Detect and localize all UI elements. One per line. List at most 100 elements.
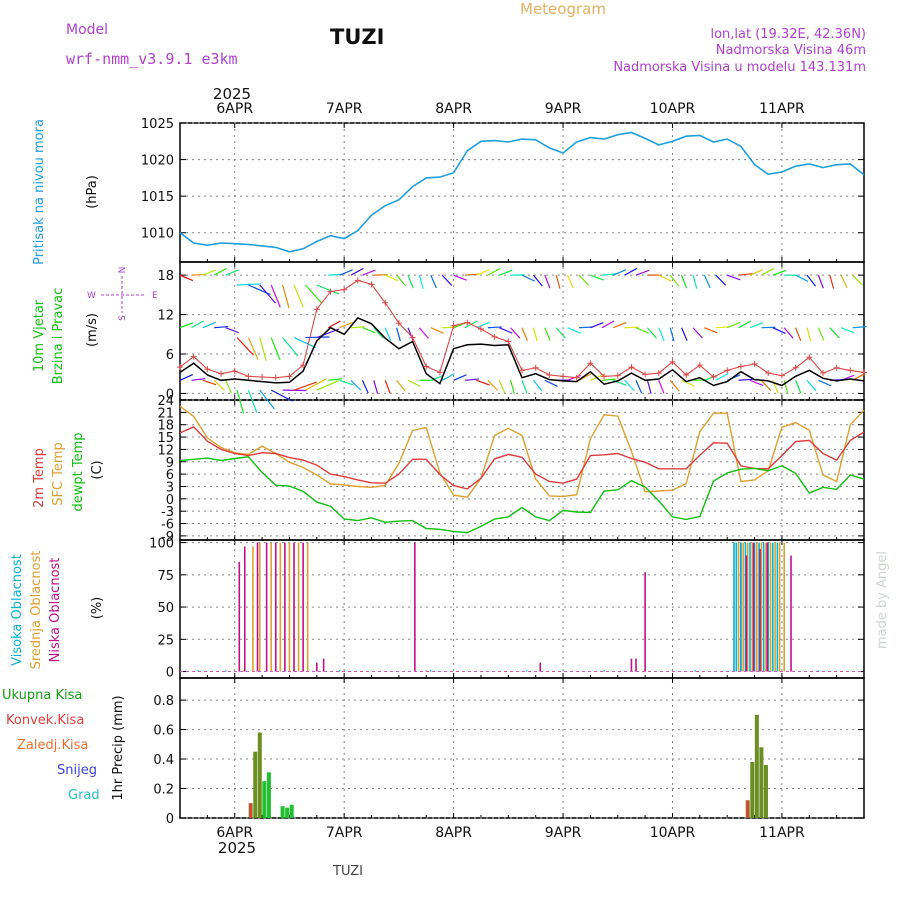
wind-barb <box>602 321 614 328</box>
precip-bar-total <box>267 772 271 818</box>
wind-gust-marker <box>273 375 279 381</box>
compass-e: E <box>152 291 158 301</box>
wind-barb <box>568 328 581 333</box>
wind-barb <box>214 380 224 390</box>
temp-title-2m: 2m Temp <box>32 448 47 508</box>
wind-barb <box>853 275 863 285</box>
wind-barb <box>556 275 560 288</box>
wind-barb <box>488 268 500 275</box>
wind-barb <box>248 338 258 360</box>
cloud-title-mid: Srednja Oblacnost <box>29 551 44 670</box>
wind-barb <box>283 285 289 308</box>
pressure-y-tick-label: 1010 <box>141 227 174 242</box>
precip-bar-total <box>262 781 266 818</box>
pressure-line <box>180 133 864 252</box>
wind-barb <box>226 380 232 393</box>
wind-barb <box>636 328 649 334</box>
wind-barb <box>727 275 740 280</box>
x-tick-bottom-11APR: 11APR <box>759 825 805 841</box>
series-layer <box>177 133 867 819</box>
precip-y-tick-label: 0.8 <box>153 694 174 709</box>
x-tick-top-9APR: 9APR <box>545 101 582 117</box>
wind-barb <box>533 328 537 341</box>
wind-barb <box>533 380 542 391</box>
cloud-title-high: Visoka Oblacnost <box>10 554 25 666</box>
wind-gust-marker <box>245 373 251 379</box>
wind-barb <box>796 328 801 341</box>
wind-gust-marker <box>724 367 730 373</box>
temp-ylabel: (C) <box>90 460 105 479</box>
x-tick-top-11APR: 11APR <box>759 101 805 117</box>
wind-barb <box>203 270 216 275</box>
wind-barb <box>659 380 664 393</box>
wind-barb <box>522 380 527 393</box>
wind-barb <box>545 275 550 288</box>
wind-barb <box>431 328 444 334</box>
wind-barb <box>636 380 642 393</box>
precip-ylabel: 1hr Precip (mm) <box>111 695 126 800</box>
wind-barb <box>271 285 280 307</box>
wind-gust-marker <box>218 371 224 377</box>
wind-gust-marker <box>738 363 744 369</box>
wind-gust-marker <box>642 371 648 377</box>
location-title: TUZI <box>330 25 384 49</box>
wind-barb <box>226 328 239 333</box>
wind-barb <box>796 275 808 281</box>
model-name: wrf-nmm_v3.9.1 e3km <box>66 50 238 68</box>
clouds-y-tick-label: 0 <box>166 666 174 681</box>
wind-barb <box>704 328 717 333</box>
altitude: Nadmorska Visina 46m <box>716 43 866 58</box>
precip-bar-conv <box>249 803 252 818</box>
wind-barb <box>214 268 226 275</box>
wind-barb <box>522 328 527 341</box>
wind-barb <box>830 275 834 288</box>
wind-barb <box>499 328 512 333</box>
wind-barb <box>191 321 203 328</box>
wind-gust-marker <box>628 364 634 370</box>
wind-barb <box>796 380 801 393</box>
wind-barb <box>750 323 763 328</box>
year-label-bottom: 2025 <box>218 839 256 857</box>
wind-barb <box>419 328 428 339</box>
wind-barb <box>659 275 672 281</box>
wind-barb <box>397 380 406 391</box>
wind-gust-marker <box>341 287 347 293</box>
wind-barb <box>807 328 811 341</box>
wind-barb <box>670 275 679 286</box>
wind-barb <box>750 270 763 276</box>
precip-bar-total <box>290 805 294 818</box>
precip-bar-total <box>281 806 285 818</box>
x-tick-bottom-10APR: 10APR <box>650 825 696 841</box>
wind-gust-marker <box>533 365 539 371</box>
wind-barb <box>545 380 558 386</box>
wind-barb <box>750 380 763 385</box>
wind-gust-marker <box>464 319 470 325</box>
wind-gust-marker <box>847 367 853 373</box>
precip-y-tick-label: 0.4 <box>153 753 174 768</box>
wind-y-tick-label: 6 <box>166 348 174 363</box>
wind-barb <box>362 270 375 275</box>
wind-barb <box>203 322 216 327</box>
wind-barb <box>807 380 816 391</box>
legend-conv-precip: Konvek.Kisa <box>6 713 84 728</box>
x-tick-top-8APR: 8APR <box>435 101 472 117</box>
temperature-y-tick-label: 24 <box>157 394 174 409</box>
legend-total-precip: Ukupna Kisa <box>2 688 82 703</box>
legend-hail: Grad <box>68 788 100 803</box>
wind-barb <box>818 328 824 341</box>
wind-y-tick-label: 18 <box>157 269 174 284</box>
legend-frozen-precip: Zaledj.Kisa <box>17 738 88 753</box>
wind-gust-marker <box>437 369 443 375</box>
clouds-y-tick-label: 50 <box>157 601 174 616</box>
wind-barb <box>693 328 702 338</box>
legend-snow: Snijeg <box>57 763 97 778</box>
precip-y-tick-label: 0.6 <box>153 724 174 739</box>
grid-lines <box>180 123 864 818</box>
wind-barb <box>818 380 831 386</box>
wind-barb <box>545 328 550 341</box>
wind-barb <box>830 328 840 338</box>
wind-barb <box>511 380 515 393</box>
wind-barb <box>351 268 363 275</box>
x-tick-top-7APR: 7APR <box>326 101 363 117</box>
